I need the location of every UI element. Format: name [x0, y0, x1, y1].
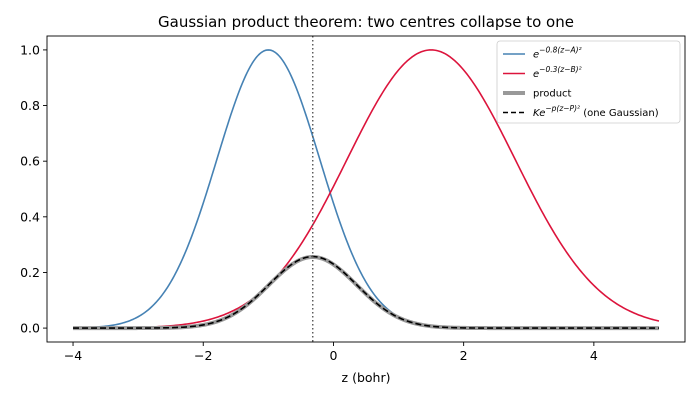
- legend-entries: e−0.8(z−A)² e−0.3(z−B)² product Ke−p(z−P)² …: [503, 46, 659, 119]
- x-tick-label: −2: [194, 348, 212, 363]
- y-tick-label: 1.0: [20, 42, 40, 57]
- y-tick-label: 0.8: [20, 98, 40, 113]
- legend-label-gaussian: e−0.8(z−A)²: [533, 46, 582, 61]
- y-tick-label: 0.2: [20, 265, 40, 280]
- x-tick-label: −4: [64, 348, 82, 363]
- x-tick-label: 2: [460, 348, 468, 363]
- legend-label-gaussian: e−0.3(z−B)²: [533, 65, 582, 80]
- series-layer: [72, 49, 660, 331]
- x-axis-label: z (bohr): [342, 370, 391, 385]
- legend: e−0.8(z−A)² e−0.3(z−B)² product Ke−p(z−P)² …: [496, 40, 681, 124]
- x-tick-label: 0: [329, 348, 337, 363]
- x-axis: −4 −2 0 2 4: [64, 342, 598, 363]
- plot-area: [46, 35, 686, 343]
- series-line-product: [72, 254, 660, 331]
- y-tick-label: 0.0: [20, 321, 40, 336]
- plot-frame: [46, 35, 686, 343]
- x-tick-label: 4: [590, 348, 598, 363]
- legend-box: [496, 40, 681, 124]
- legend-label-product: product: [533, 89, 572, 100]
- y-axis: 0.0 0.2 0.4 0.6 0.8 1.0: [20, 42, 47, 336]
- y-tick-label: 0.4: [20, 209, 40, 224]
- chart-title: Gaussian product theorem: two centres co…: [158, 13, 574, 31]
- series-line-combined: [73, 255, 659, 329]
- legend-label-combined: Ke−p(z−P)² (one Gaussian): [533, 104, 659, 119]
- y-tick-label: 0.6: [20, 154, 40, 169]
